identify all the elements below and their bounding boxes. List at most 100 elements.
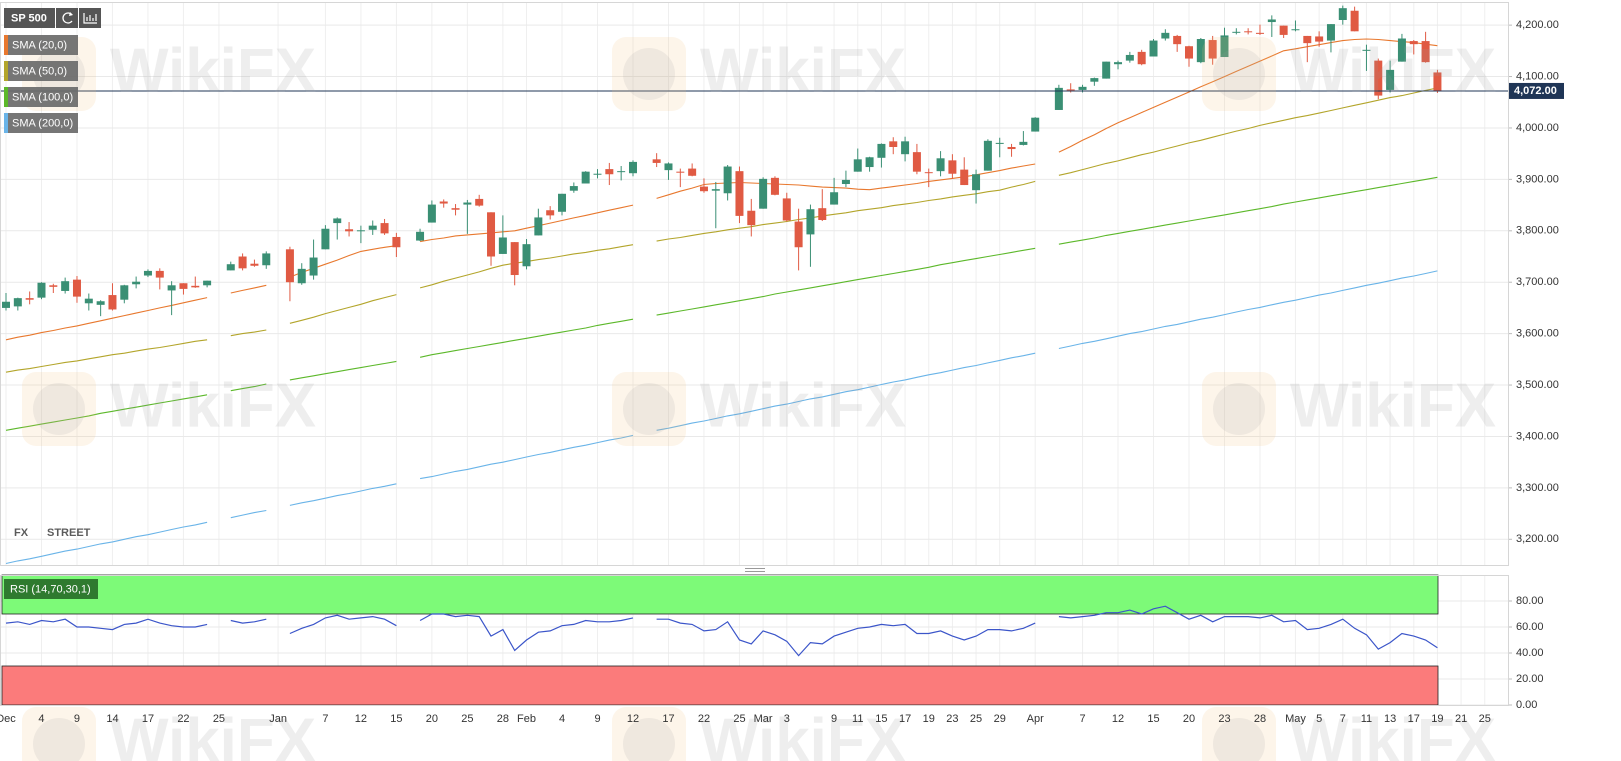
candle-body [250, 263, 259, 266]
refresh-button[interactable] [56, 8, 78, 28]
panel-splitter[interactable] [745, 568, 765, 572]
legend-label: RSI (14,70,30,1) [10, 583, 91, 595]
candle-body [61, 281, 70, 291]
legend-box[interactable] [4, 113, 78, 133]
candle-body [1326, 24, 1335, 41]
candle-body [1220, 35, 1229, 58]
y-tick-label: 3,400.00 [1516, 430, 1559, 442]
x-tick-label: 22 [177, 713, 189, 725]
y-tick-label: 20.00 [1516, 673, 1544, 685]
price-panel-border [0, 2, 1509, 566]
x-tick-label: 17 [1408, 713, 1420, 725]
x-tick-label: 12 [1112, 713, 1124, 725]
y-tick-label: 3,800.00 [1516, 225, 1559, 237]
x-tick-label: 11 [1361, 713, 1372, 725]
x-tick-label: 12 [355, 713, 367, 725]
candle-body [380, 223, 389, 234]
legend-box[interactable] [4, 61, 78, 81]
x-tick-label: 17 [662, 713, 674, 725]
y-tick-label: 3,500.00 [1516, 379, 1559, 391]
candle-body [1433, 72, 1442, 91]
x-tick-label: 25 [213, 713, 225, 725]
y-tick-label: 40.00 [1516, 647, 1544, 659]
legend-label: SMA (100,0) [12, 91, 73, 103]
rsi-line [5, 605, 1438, 657]
candle-body [782, 198, 791, 221]
candle-body [49, 285, 58, 287]
legend-label: SMA (20,0) [12, 39, 67, 51]
y-tick-label: 4,000.00 [1516, 122, 1559, 134]
mark-layer [0, 5, 1508, 657]
candle-body [711, 189, 720, 191]
candle-body [143, 270, 152, 276]
x-tick-label: 9 [594, 713, 600, 725]
x-tick-label: 28 [1254, 713, 1266, 725]
x-tick-label: 9 [831, 713, 837, 725]
candle-body [1102, 61, 1111, 79]
candle-body [1137, 51, 1146, 65]
candle-body [463, 202, 472, 205]
x-tick-label: 25 [1479, 713, 1491, 725]
candle-body [510, 242, 519, 276]
candle-body [1279, 25, 1288, 35]
candle-body [747, 210, 756, 226]
candle-body [924, 172, 933, 174]
candle-body [912, 152, 921, 172]
x-tick-label: 23 [946, 713, 958, 725]
rsi-band [1, 574, 1439, 615]
candle-body [1125, 54, 1134, 61]
candle-body [451, 208, 460, 210]
candle-body [1267, 19, 1276, 23]
candle-body [1421, 41, 1430, 63]
candle-body [96, 301, 105, 305]
legend-box[interactable] [4, 35, 78, 55]
candle-body [475, 198, 484, 206]
candle-body [1007, 146, 1016, 150]
legend-box[interactable] [4, 87, 78, 107]
candle-body [593, 173, 602, 175]
x-tick-label: Dec [0, 713, 16, 725]
chart-title: SP 500 [11, 12, 47, 24]
x-tick-label: 13 [1384, 713, 1396, 725]
band-layer [1, 574, 1439, 706]
candle-body [84, 298, 93, 304]
x-tick-label: 20 [1183, 713, 1195, 725]
rsi-band [1, 665, 1439, 706]
candle-body [356, 230, 365, 232]
candle-body [1374, 60, 1383, 96]
legend-label: SMA (200,0) [12, 117, 73, 129]
x-tick-label: May [1285, 713, 1306, 725]
candle-body [865, 157, 874, 168]
candle-body [830, 192, 839, 205]
x-tick-label: 25 [970, 713, 982, 725]
y-tick-label: 60.00 [1516, 621, 1544, 633]
candle-body [995, 142, 1004, 144]
candle-body [546, 210, 555, 216]
x-tick-label: 12 [627, 713, 639, 725]
candle-body [1255, 32, 1264, 34]
candle-body [487, 212, 496, 257]
candle-body [238, 256, 247, 269]
candle-body [617, 171, 626, 173]
candle-body [1173, 35, 1182, 45]
candle-body [167, 285, 176, 291]
candle-body [605, 169, 614, 175]
x-tick-label: 14 [106, 713, 118, 725]
candle-body [1386, 69, 1395, 90]
candle-body [628, 161, 637, 174]
symbol-box[interactable] [4, 8, 55, 28]
x-tick-label: 9 [74, 713, 80, 725]
y-tick-label: 80.00 [1516, 595, 1544, 607]
y-tick-label: 3,600.00 [1516, 328, 1559, 340]
candle-body [1232, 31, 1241, 33]
candle-body [960, 169, 969, 186]
legend-box[interactable] [4, 579, 98, 599]
candle-body [948, 160, 957, 174]
x-tick-label: 15 [1147, 713, 1159, 725]
x-tick-label: 19 [923, 713, 935, 725]
candle-body [534, 217, 543, 236]
candle-body [889, 141, 898, 147]
x-tick-label: 15 [390, 713, 402, 725]
x-tick-label: 11 [852, 713, 863, 725]
